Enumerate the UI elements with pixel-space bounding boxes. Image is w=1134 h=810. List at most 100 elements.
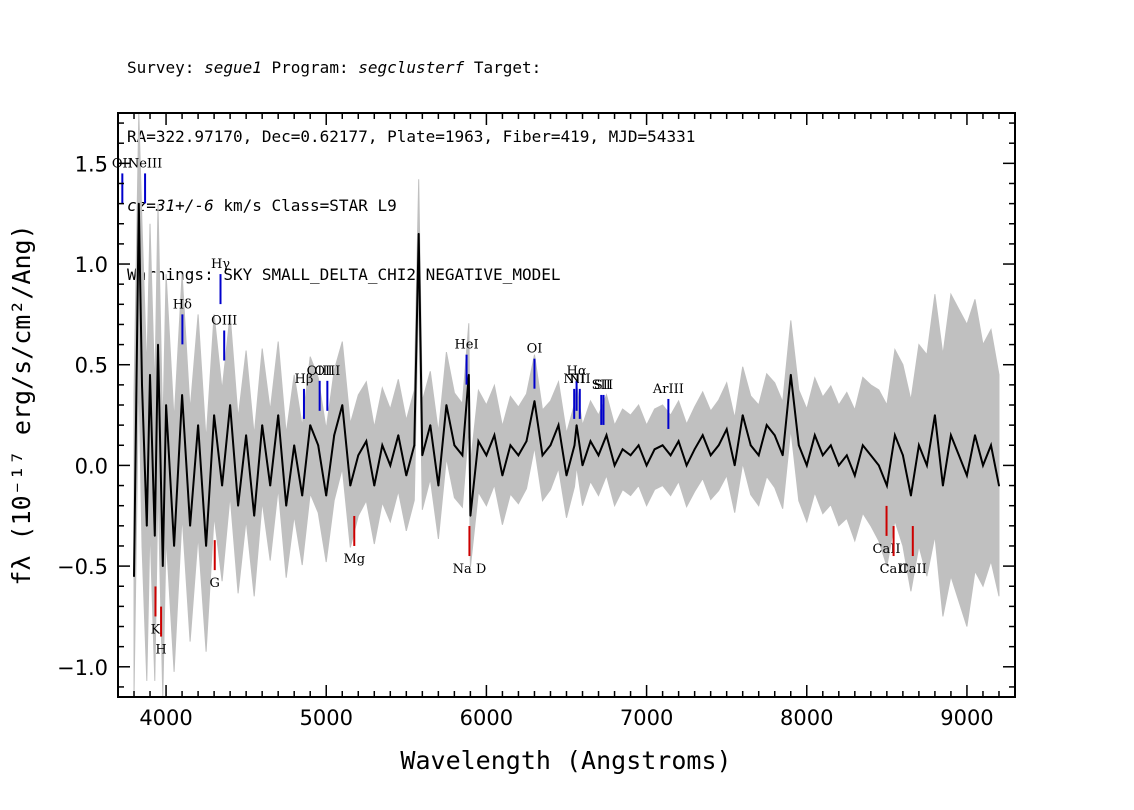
flux-point [829, 444, 832, 447]
flux-point [765, 424, 768, 426]
program-label: Program: [271, 58, 349, 77]
flux-point [886, 484, 888, 487]
flux-point [998, 484, 1000, 487]
flux-point [950, 434, 952, 437]
survey-value: segue1 [204, 58, 262, 77]
flux-point [958, 454, 960, 457]
flux-point [581, 464, 584, 467]
flux-point [557, 424, 560, 426]
flux-point [325, 494, 328, 497]
flux-point [467, 373, 470, 376]
x-tick-label: 9000 [940, 706, 993, 730]
flux-point [837, 464, 840, 467]
flux-point [934, 414, 936, 416]
absorption-line-label: Na D [453, 562, 487, 577]
flux-point [974, 434, 976, 437]
absorption-line-label: CaII [899, 562, 927, 577]
header-line-3: cz=31+/-6 km/s Class=STAR L9 [127, 194, 1027, 217]
flux-point [653, 448, 656, 451]
y-tick-label: −1.0 [57, 656, 108, 680]
flux-point [517, 454, 520, 457]
flux-point [637, 444, 640, 447]
flux-point [349, 484, 352, 487]
flux-point [549, 444, 552, 447]
y-tick-label: 1.0 [75, 253, 108, 277]
flux-point [894, 434, 896, 437]
emission-line-label: Hγ [211, 257, 230, 272]
flux-point [133, 575, 135, 578]
emission-line-label: Hβ [295, 372, 314, 387]
flux-point [565, 474, 568, 477]
flux-point [357, 454, 360, 457]
flux-point [741, 414, 744, 416]
error-band [133, 112, 1000, 698]
flux-point [533, 400, 536, 402]
flux-point [237, 504, 240, 507]
flux-point [221, 484, 224, 487]
flux-point [821, 454, 824, 457]
flux-point [469, 514, 472, 517]
flux-point [213, 414, 216, 416]
flux-point [285, 504, 288, 507]
redshift-value: cz=31+/-6 [127, 196, 214, 215]
flux-point [405, 474, 408, 477]
emission-line-label: SII [594, 378, 613, 393]
emission-line-label: NII [569, 372, 591, 387]
flux-point [161, 565, 164, 567]
flux-point [153, 535, 156, 537]
flux-point [157, 343, 159, 346]
flux-point [365, 440, 368, 443]
flux-point [789, 373, 792, 376]
absorption-line-label: K [151, 622, 161, 637]
flux-point [181, 394, 184, 396]
flux-point [629, 454, 632, 457]
header-line-1: Survey: segue1 Program: segclusterf Targ… [127, 56, 1027, 79]
flux-point [877, 464, 880, 467]
flux-point [421, 454, 424, 457]
flux-point [661, 444, 664, 447]
flux-point [253, 514, 256, 517]
flux-point [173, 545, 176, 547]
flux-point [141, 384, 143, 386]
flux-point [597, 454, 600, 457]
survey-label: Survey: [127, 58, 195, 77]
flux-point [902, 454, 904, 457]
flux-point [781, 454, 784, 457]
flux-point [317, 444, 320, 447]
flux-point [797, 444, 800, 447]
flux-point [733, 464, 736, 467]
flux-point [309, 424, 312, 426]
flux-point [813, 434, 816, 437]
flux-point [757, 454, 760, 457]
flux-point [389, 464, 392, 467]
flux-point [485, 454, 488, 457]
flux-point [477, 440, 480, 443]
y-tick-label: 1.5 [75, 152, 108, 176]
flux-point [805, 464, 808, 467]
flux-point [645, 464, 648, 467]
emission-line-label: ArIII [652, 382, 684, 397]
flux-point [773, 434, 776, 437]
flux-point [277, 414, 280, 416]
absorption-line-label: H [155, 643, 166, 658]
flux-point [685, 464, 688, 467]
emission-line-label: OIII [211, 313, 237, 328]
emission-line-label: NeIII [128, 156, 162, 171]
y-tick-label: −0.5 [57, 555, 108, 579]
flux-point [381, 444, 384, 447]
emission-line-label: HeI [454, 338, 478, 353]
flux-series-line [133, 203, 1000, 577]
flux-point [453, 444, 456, 447]
absorption-line-label: CaII [873, 542, 901, 557]
axis-ticks [117, 113, 1016, 697]
absorption-line-label: G [210, 576, 220, 591]
flux-point [861, 444, 864, 447]
x-tick-label: 8000 [780, 706, 833, 730]
flux-point [575, 424, 578, 426]
flux-point [245, 434, 248, 437]
x-tick-label: 6000 [460, 706, 513, 730]
x-tick-label: 4000 [139, 706, 192, 730]
flux-point [261, 424, 264, 426]
